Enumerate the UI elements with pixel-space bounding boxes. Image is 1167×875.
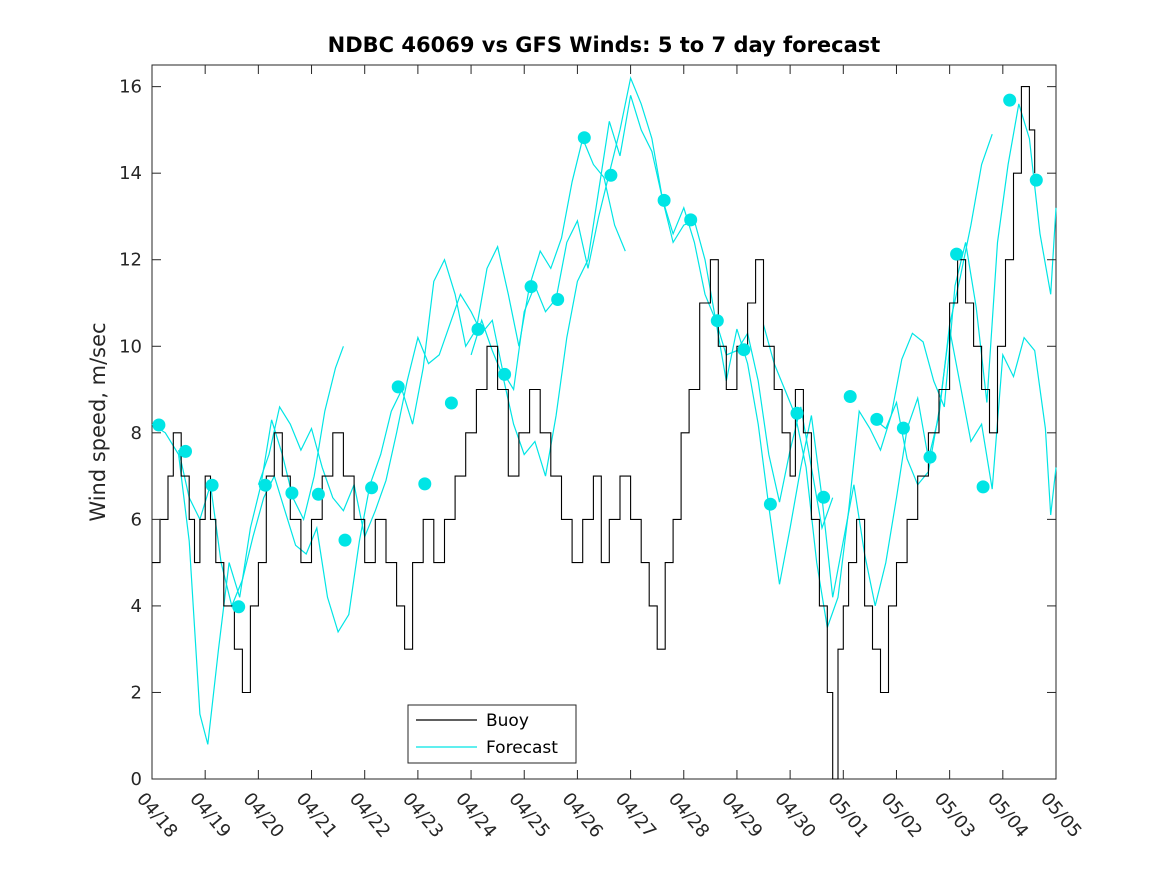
legend-forecast-label: Forecast xyxy=(486,738,558,758)
forecast-marker-31 xyxy=(1003,93,1017,107)
forecast-marker-6 xyxy=(311,487,325,501)
forecast-marker-13 xyxy=(498,367,512,381)
y-axis: 0 2 4 6 8 10 12 14 16 xyxy=(119,77,1056,790)
y-tick-label-2: 4 xyxy=(131,596,142,617)
legend-box xyxy=(407,704,577,764)
y-tick-label-0: 0 xyxy=(131,769,142,790)
axes-frame xyxy=(151,64,1057,780)
buoy-line xyxy=(152,86,1036,780)
forecast-marker-29 xyxy=(950,247,964,261)
forecast-marker-11 xyxy=(444,396,458,410)
forecast-marker-25 xyxy=(843,390,857,403)
forecast-marker-series xyxy=(152,93,1043,614)
y-tick-label-6: 12 xyxy=(119,250,142,271)
plot-area: 04/18 04/19 04/20 04/21 04/22 04/23 04/24 04/25… xyxy=(119,64,1086,842)
forecast-marker-14 xyxy=(524,280,538,294)
forecast-marker-9 xyxy=(391,380,405,394)
forecast-marker-7 xyxy=(338,533,352,547)
forecast-marker-21 xyxy=(737,343,751,357)
forecast-marker-0 xyxy=(152,418,166,432)
forecast-marker-24 xyxy=(817,490,831,504)
forecast-marker-2 xyxy=(205,478,219,492)
forecast-marker-26 xyxy=(870,412,884,426)
forecast-line-4 xyxy=(762,103,1057,628)
y-tick-label-7: 14 xyxy=(119,163,142,184)
forecast-marker-4 xyxy=(258,478,272,492)
forecast-marker-27 xyxy=(896,421,910,435)
forecast-line-5 xyxy=(874,328,1057,516)
y-tick-label-3: 6 xyxy=(131,509,142,530)
y-tick-label-8: 16 xyxy=(119,77,142,98)
forecast-marker-15 xyxy=(551,293,565,306)
forecast-marker-12 xyxy=(471,322,485,336)
forecast-marker-18 xyxy=(657,193,671,207)
y-axis-label: Wind speed, m/sec xyxy=(86,322,110,521)
y-tick-label-4: 8 xyxy=(131,423,142,444)
forecast-marker-20 xyxy=(710,314,724,328)
forecast-line-3 xyxy=(470,95,993,607)
forecast-marker-23 xyxy=(790,406,804,420)
buoy-series xyxy=(152,86,1036,780)
forecast-marker-3 xyxy=(232,600,246,614)
forecast-marker-30 xyxy=(976,480,990,494)
forecast-marker-1 xyxy=(179,444,192,458)
forecast-marker-28 xyxy=(923,450,937,464)
y-tick-label-5: 10 xyxy=(119,336,142,357)
forecast-marker-16 xyxy=(577,131,591,145)
legend-buoy-label: Buoy xyxy=(486,711,529,731)
forecast-marker-17 xyxy=(604,168,618,182)
forecast-marker-5 xyxy=(285,486,299,500)
y-tick-label-1: 2 xyxy=(131,682,142,703)
forecast-marker-10 xyxy=(418,477,432,491)
forecast-marker-22 xyxy=(763,497,777,511)
legend: Buoy Forecast xyxy=(407,704,577,764)
forecast-line-0 xyxy=(151,346,344,745)
chart-title: NDBC 46069 vs GFS Winds: 5 to 7 day fore… xyxy=(328,33,881,57)
forecast-marker-19 xyxy=(684,213,698,227)
forecast-marker-8 xyxy=(365,481,379,495)
forecast-marker-32 xyxy=(1029,173,1043,187)
